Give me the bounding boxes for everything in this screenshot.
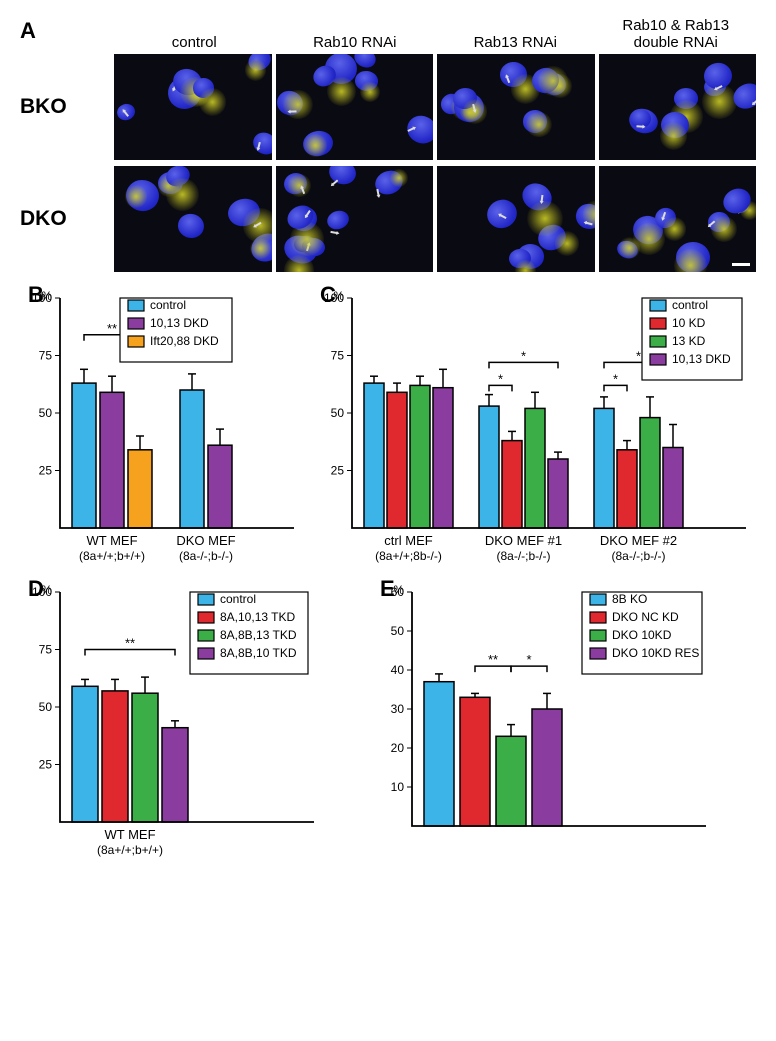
svg-text:*: * (521, 348, 526, 363)
micrograph-grid: BKO DKO (20, 54, 756, 272)
panel-c: C 255075100%ctrl MEF(8a+/+;8b-/-)DKO MEF… (312, 286, 752, 566)
svg-text:50: 50 (391, 624, 405, 638)
svg-text:75: 75 (331, 349, 345, 363)
svg-text:8B KO: 8B KO (612, 592, 647, 606)
svg-text:*: * (498, 371, 503, 386)
svg-text:8A,8B,10 TKD: 8A,8B,10 TKD (220, 646, 297, 660)
micrograph-cell (599, 166, 757, 272)
svg-text:**: ** (125, 636, 135, 651)
svg-text:*: * (636, 348, 641, 363)
svg-text:WT MEF: WT MEF (104, 827, 155, 842)
chart-b-svg: 255075100%WT MEF(8a+/+;b+/+)DKO MEF(8a-/… (20, 286, 300, 566)
micrograph-cell (276, 54, 434, 160)
chart-d-svg: 255075100%WT MEF(8a+/+;b+/+)**control8A,… (20, 580, 320, 860)
svg-text:(8a-/-;b-/-): (8a-/-;b-/-) (179, 549, 233, 563)
svg-text:%: % (393, 583, 404, 597)
svg-text:10 KD: 10 KD (672, 316, 706, 330)
svg-text:13 KD: 13 KD (672, 334, 706, 348)
micrograph-cell (276, 166, 434, 272)
panel-a: A control Rab10 RNAi Rab13 RNAi Rab10 & … (20, 18, 756, 272)
panel-a-label: A (20, 18, 36, 44)
micrograph-cell (437, 54, 595, 160)
micrograph-cell (437, 166, 595, 272)
panel-a-col-headers: control Rab10 RNAi Rab13 RNAi Rab10 & Ra… (114, 18, 756, 51)
panel-e: E 102030405060%***8B KODKO NC KDDKO 10KD… (372, 580, 712, 860)
svg-text:30: 30 (391, 702, 405, 716)
svg-text:ctrl MEF: ctrl MEF (384, 533, 432, 548)
micrograph-cell (114, 54, 272, 160)
col-header: control (114, 18, 275, 51)
panel-c-label: C (320, 282, 336, 308)
row-label: DKO (20, 207, 114, 231)
svg-text:*: * (613, 371, 618, 386)
svg-text:(8a+/+;b+/+): (8a+/+;b+/+) (79, 549, 145, 563)
svg-text:control: control (672, 298, 708, 312)
micrograph-cell (599, 54, 757, 160)
svg-text:DKO MEF: DKO MEF (176, 533, 235, 548)
svg-text:(8a+/+;8b-/-): (8a+/+;8b-/-) (375, 549, 442, 563)
svg-text:25: 25 (39, 464, 53, 478)
svg-text:DKO MEF #2: DKO MEF #2 (600, 533, 677, 548)
svg-text:50: 50 (39, 700, 53, 714)
micrograph-cell (114, 166, 272, 272)
svg-text:*: * (526, 652, 531, 667)
svg-text:8A,10,13 TKD: 8A,10,13 TKD (220, 610, 295, 624)
svg-text:(8a+/+;b+/+): (8a+/+;b+/+) (97, 843, 163, 857)
svg-text:control: control (150, 298, 186, 312)
svg-text:(8a-/-;b-/-): (8a-/-;b-/-) (612, 549, 666, 563)
svg-text:DKO NC KD: DKO NC KD (612, 610, 679, 624)
panel-d-label: D (28, 576, 44, 602)
svg-text:DKO 10KD RES: DKO 10KD RES (612, 646, 699, 660)
chart-e-svg: 102030405060%***8B KODKO NC KDDKO 10KDDK… (372, 580, 712, 840)
panel-d: D 255075100%WT MEF(8a+/+;b+/+)**control8… (20, 580, 320, 860)
svg-text:75: 75 (39, 643, 53, 657)
svg-text:WT MEF: WT MEF (86, 533, 137, 548)
svg-text:10: 10 (391, 780, 405, 794)
svg-text:50: 50 (331, 406, 345, 420)
svg-text:25: 25 (331, 464, 345, 478)
svg-text:Ift20,88 DKD: Ift20,88 DKD (150, 334, 219, 348)
col-header: Rab13 RNAi (435, 18, 596, 51)
col-header: Rab10 RNAi (275, 18, 436, 51)
svg-text:(8a-/-;b-/-): (8a-/-;b-/-) (497, 549, 551, 563)
svg-text:control: control (220, 592, 256, 606)
svg-text:DKO MEF #1: DKO MEF #1 (485, 533, 562, 548)
panel-b: B 255075100%WT MEF(8a+/+;b+/+)DKO MEF(8a… (20, 286, 300, 566)
chart-c-svg: 255075100%ctrl MEF(8a+/+;8b-/-)DKO MEF #… (312, 286, 752, 566)
svg-text:DKO 10KD: DKO 10KD (612, 628, 672, 642)
panel-b-label: B (28, 282, 44, 308)
svg-text:50: 50 (39, 406, 53, 420)
svg-text:40: 40 (391, 663, 405, 677)
svg-text:25: 25 (39, 758, 53, 772)
svg-text:10,13 DKD: 10,13 DKD (150, 316, 209, 330)
svg-text:10,13 DKD: 10,13 DKD (672, 352, 731, 366)
col-header: Rab10 & Rab13double RNAi (596, 18, 757, 51)
svg-text:8A,8B,13 TKD: 8A,8B,13 TKD (220, 628, 297, 642)
panel-e-label: E (380, 576, 395, 602)
svg-text:20: 20 (391, 741, 405, 755)
svg-text:**: ** (488, 652, 498, 667)
svg-text:75: 75 (39, 349, 53, 363)
svg-text:**: ** (107, 321, 117, 336)
row-label: BKO (20, 95, 114, 119)
